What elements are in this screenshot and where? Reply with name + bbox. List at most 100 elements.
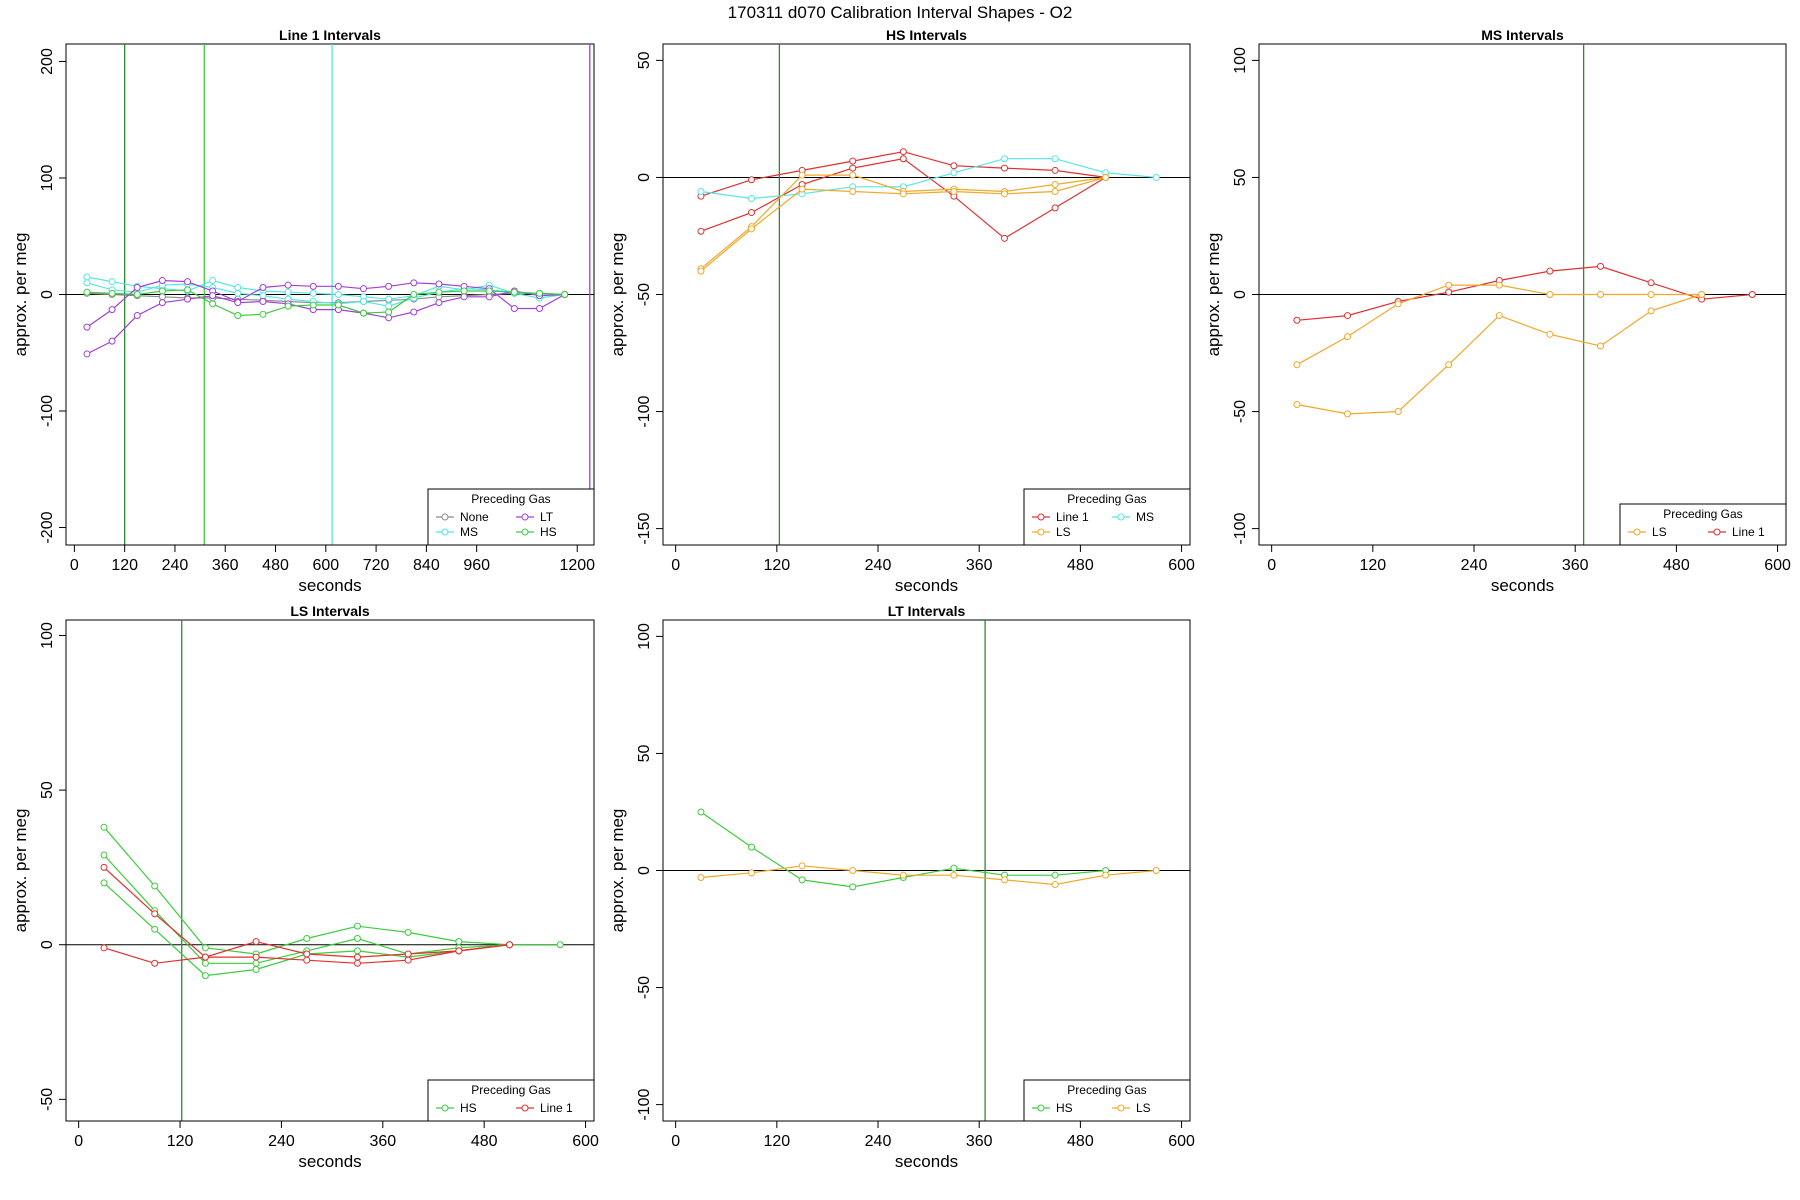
chart-title: MS Intervals — [1481, 27, 1564, 43]
y-axis: -100 -50 0 50 100 approx. per meg — [1204, 47, 1260, 545]
x-axis: 0 120 240 360 480 600 seconds — [1267, 544, 1791, 595]
data-point — [234, 311, 242, 319]
data-point — [410, 291, 418, 298]
x-axis-label: seconds — [1491, 576, 1554, 595]
data-point — [849, 187, 857, 195]
data-point — [1293, 361, 1301, 369]
data-point — [309, 289, 317, 297]
y-axis: -50 0 50 100 approx. per meg — [11, 622, 67, 1111]
legend-swatch-marker — [1037, 513, 1045, 521]
data-point — [360, 297, 368, 305]
data-point — [100, 944, 108, 952]
x-tick-label: 360 — [1562, 557, 1589, 574]
x-tick-label: 360 — [369, 1133, 396, 1150]
data-point — [360, 285, 368, 293]
data-point — [748, 195, 756, 203]
legend-label: LS — [1136, 1101, 1151, 1115]
data-point — [1293, 401, 1301, 409]
data-point — [697, 874, 705, 882]
y-tick-label: -100 — [39, 395, 56, 427]
legend-label: MS — [460, 525, 478, 539]
data-point — [151, 925, 159, 933]
data-point — [1051, 180, 1059, 188]
data-point — [1102, 173, 1110, 181]
chart-title: HS Intervals — [886, 27, 967, 43]
data-point — [201, 972, 209, 980]
legend-title: Preceding Gas — [471, 492, 550, 506]
legend-entry: LS — [1628, 525, 1667, 539]
x-tick-label: 480 — [1067, 1133, 1094, 1150]
legend-swatch-marker — [521, 1104, 529, 1112]
legend: Preceding Gas LS Line 1 — [1619, 503, 1787, 546]
y-tick-label: -100 — [636, 395, 653, 427]
x-tick-label: 960 — [463, 557, 490, 574]
x-tick-label: 0 — [671, 557, 680, 574]
legend-box — [1023, 488, 1191, 546]
legend-label: None — [460, 510, 489, 524]
legend-label: Line 1 — [1056, 510, 1089, 524]
x-tick-label: 120 — [1359, 557, 1386, 574]
plot-frame — [662, 43, 1191, 546]
legend-entry: HS — [516, 525, 557, 539]
data-point — [158, 277, 166, 285]
data-point — [1394, 300, 1402, 308]
data-point — [435, 299, 443, 307]
data-point — [536, 289, 544, 297]
x-tick-label: 600 — [1168, 1133, 1195, 1150]
data-point — [385, 302, 393, 310]
y-axis: -200 -100 0 100 200 approx. per meg — [11, 48, 67, 544]
data-point — [83, 350, 91, 358]
data-point — [1748, 291, 1756, 298]
x-tick-label: 240 — [1461, 557, 1488, 574]
chart-title: LS Intervals — [290, 603, 370, 619]
data-point — [460, 287, 468, 295]
data-point — [234, 299, 242, 307]
data-point — [410, 279, 418, 287]
data-point — [184, 286, 192, 294]
legend-label: LT — [540, 510, 554, 524]
data-point — [234, 284, 242, 292]
legend-swatch-marker — [1633, 528, 1641, 536]
data-point — [259, 297, 267, 305]
data-point — [353, 922, 361, 930]
data-point — [1102, 871, 1110, 879]
x-tick-label: 120 — [763, 1133, 790, 1150]
data-point — [1546, 291, 1554, 298]
x-tick-label: 720 — [363, 557, 390, 574]
x-tick-label: 0 — [671, 1133, 680, 1150]
data-point — [151, 959, 159, 967]
data-point — [950, 162, 958, 170]
data-point — [950, 169, 958, 177]
data-point — [100, 863, 108, 871]
x-axis: 0 120 240 360 480 600 720 840 960 1200 seconds — [70, 544, 595, 595]
x-tick-label: 600 — [1168, 557, 1195, 574]
y-axis-label: approx. per meg — [608, 233, 627, 357]
data-point — [353, 953, 361, 961]
legend-swatch-marker — [1117, 1104, 1125, 1112]
data-point — [133, 311, 141, 319]
legend-entry: Line 1 — [1708, 525, 1765, 539]
data-point — [100, 851, 108, 859]
data-point — [201, 944, 209, 952]
legend-entry: LT — [516, 510, 554, 524]
data-point — [697, 267, 705, 275]
x-tick-label: 240 — [162, 557, 189, 574]
data-point — [410, 308, 418, 316]
data-point — [485, 287, 493, 295]
series-line — [103, 854, 510, 964]
series-line-1 — [100, 941, 514, 967]
x-tick-label: 120 — [763, 557, 790, 574]
y-axis-label: approx. per meg — [11, 809, 30, 933]
data-point — [158, 293, 166, 301]
data-point — [259, 310, 267, 318]
data-point — [252, 959, 260, 967]
legend: Preceding Gas HS Line 1 — [427, 1079, 595, 1122]
data-point — [697, 227, 705, 235]
series-line — [1296, 284, 1702, 366]
legend-title: Preceding Gas — [1067, 1083, 1146, 1097]
data-point — [83, 288, 91, 296]
data-point — [798, 185, 806, 193]
data-point — [1546, 267, 1554, 275]
x-axis-label: seconds — [298, 576, 361, 595]
legend-swatch-marker — [1713, 528, 1721, 536]
